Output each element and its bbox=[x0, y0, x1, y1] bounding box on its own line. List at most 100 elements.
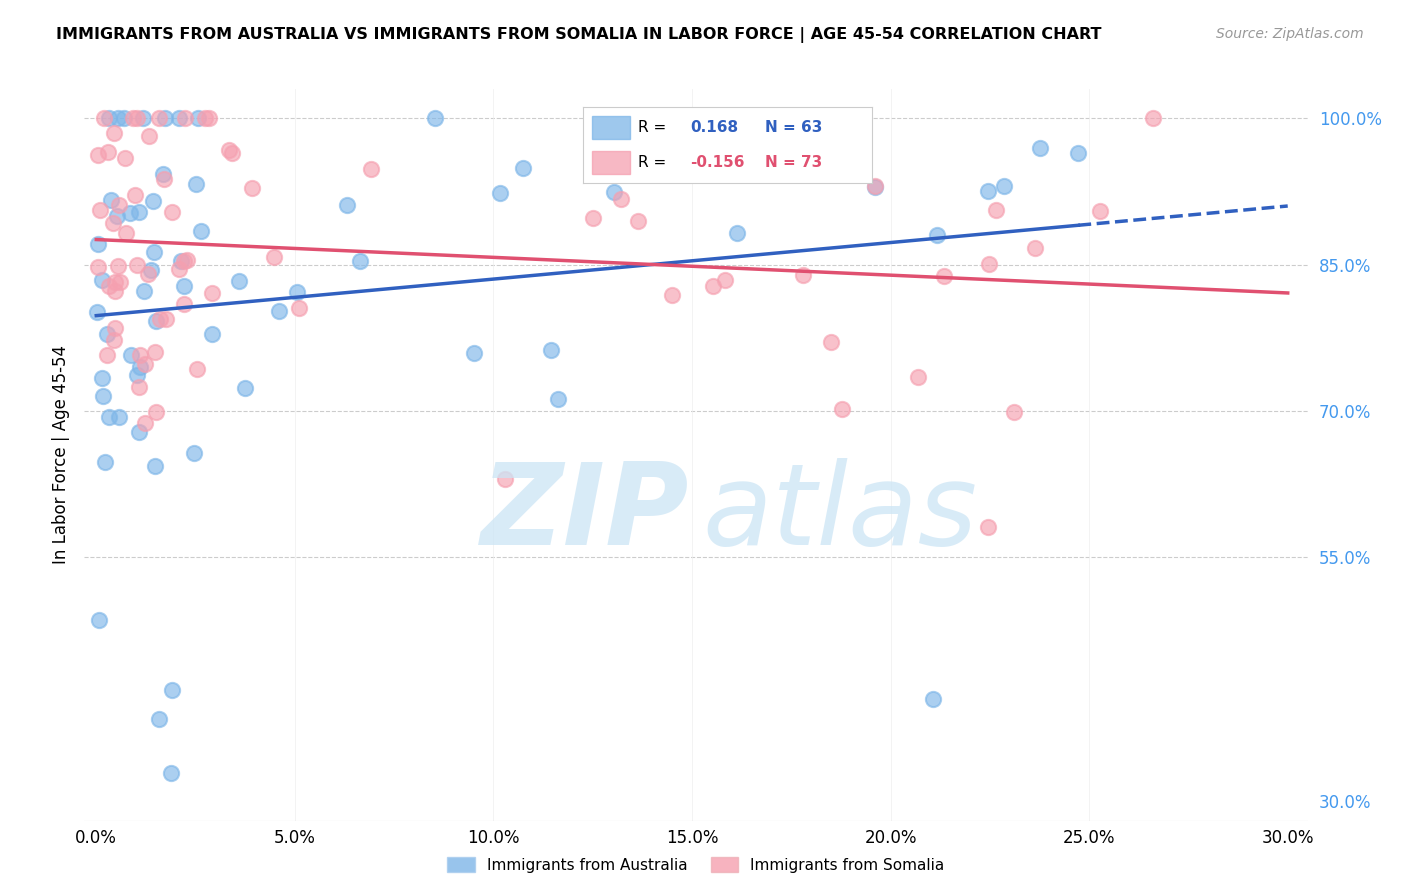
Point bbox=[921, 692, 943, 706]
Point bbox=[112, 112, 135, 126]
Point bbox=[128, 380, 150, 394]
Point bbox=[124, 188, 146, 202]
Point bbox=[201, 285, 224, 300]
Point bbox=[120, 348, 142, 362]
Point bbox=[120, 206, 142, 220]
Text: -0.156: -0.156 bbox=[690, 155, 745, 169]
Point bbox=[107, 260, 129, 274]
Point bbox=[105, 209, 128, 223]
Point bbox=[145, 314, 167, 328]
Point bbox=[152, 167, 174, 181]
Point bbox=[127, 258, 149, 272]
Point bbox=[173, 278, 195, 293]
Point bbox=[1029, 141, 1052, 155]
Point bbox=[122, 112, 145, 126]
Point bbox=[714, 273, 737, 287]
Point bbox=[173, 254, 195, 268]
Point bbox=[174, 112, 197, 126]
Point bbox=[603, 185, 626, 199]
Point bbox=[581, 211, 603, 226]
Point bbox=[820, 335, 842, 350]
Point bbox=[984, 202, 1007, 217]
Point bbox=[927, 228, 949, 243]
Point bbox=[148, 112, 170, 126]
Point bbox=[233, 381, 256, 395]
Point bbox=[190, 224, 212, 238]
Point bbox=[149, 312, 172, 326]
Point bbox=[97, 145, 120, 160]
Point bbox=[610, 192, 633, 206]
Point bbox=[671, 127, 693, 141]
Point bbox=[799, 112, 821, 126]
Point bbox=[103, 126, 125, 140]
Point bbox=[136, 267, 159, 281]
Point bbox=[423, 112, 446, 126]
Text: IMMIGRANTS FROM AUSTRALIA VS IMMIGRANTS FROM SOMALIA IN LABOR FORCE | AGE 45-54 : IMMIGRANTS FROM AUSTRALIA VS IMMIGRANTS … bbox=[56, 27, 1102, 43]
Point bbox=[148, 712, 170, 726]
Point bbox=[89, 613, 111, 627]
Point bbox=[494, 472, 516, 486]
Point bbox=[792, 268, 814, 282]
Point bbox=[976, 520, 998, 534]
Point bbox=[134, 416, 156, 430]
Point bbox=[167, 112, 190, 126]
Point bbox=[103, 275, 125, 289]
Point bbox=[114, 151, 136, 165]
Point bbox=[98, 112, 121, 126]
Text: 0.168: 0.168 bbox=[690, 120, 738, 135]
Point bbox=[201, 326, 224, 341]
Point bbox=[863, 180, 886, 194]
Point bbox=[463, 346, 485, 360]
Point bbox=[627, 213, 650, 227]
Point bbox=[139, 263, 162, 277]
Point bbox=[167, 262, 190, 277]
Point bbox=[488, 186, 510, 200]
Point bbox=[661, 287, 683, 301]
Point bbox=[104, 285, 127, 299]
Point bbox=[1067, 145, 1090, 160]
Point bbox=[194, 112, 217, 126]
Point bbox=[186, 361, 208, 376]
Point bbox=[129, 359, 152, 374]
Text: ZIP: ZIP bbox=[481, 458, 690, 569]
Point bbox=[907, 369, 929, 384]
Point bbox=[107, 112, 129, 126]
Point bbox=[1024, 241, 1046, 255]
Point bbox=[104, 321, 127, 335]
Point bbox=[145, 405, 167, 419]
Point bbox=[725, 226, 748, 240]
Text: N = 63: N = 63 bbox=[765, 120, 823, 135]
Point bbox=[143, 344, 166, 359]
Point bbox=[702, 278, 724, 293]
Point bbox=[218, 143, 240, 157]
Point bbox=[240, 181, 263, 195]
Point bbox=[846, 150, 869, 164]
Point bbox=[87, 148, 110, 162]
Point bbox=[993, 178, 1015, 193]
Point bbox=[977, 257, 1000, 271]
Point bbox=[108, 409, 131, 424]
Point bbox=[90, 273, 112, 287]
Point bbox=[173, 296, 195, 310]
Point bbox=[108, 198, 131, 212]
Point bbox=[863, 179, 886, 194]
Text: R =: R = bbox=[638, 155, 672, 169]
Point bbox=[115, 226, 138, 240]
Point bbox=[153, 112, 176, 126]
Point bbox=[263, 250, 285, 264]
Point bbox=[1090, 203, 1112, 218]
Point bbox=[336, 198, 359, 212]
Point bbox=[86, 237, 108, 252]
Point bbox=[127, 368, 149, 382]
Point bbox=[93, 389, 115, 403]
Point bbox=[103, 334, 125, 348]
Point bbox=[93, 112, 115, 126]
Point bbox=[183, 446, 205, 460]
Point bbox=[132, 112, 155, 126]
Point bbox=[977, 184, 1000, 198]
Point bbox=[360, 162, 382, 177]
Point bbox=[94, 455, 117, 469]
Point bbox=[162, 682, 184, 697]
Point bbox=[98, 279, 121, 293]
Point bbox=[132, 285, 155, 299]
